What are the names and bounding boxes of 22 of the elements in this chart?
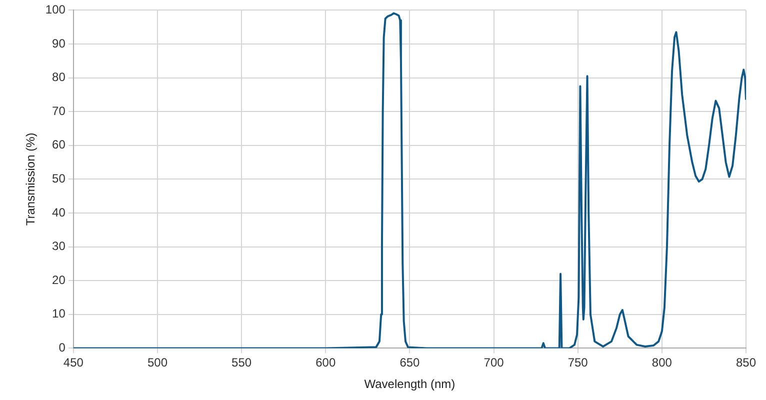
y-tick-label: 80 xyxy=(52,70,66,84)
y-tick-label: 20 xyxy=(52,272,66,287)
x-tick-label: 850 xyxy=(736,356,756,370)
x-tick-label: 750 xyxy=(568,356,588,370)
y-tick-label: 50 xyxy=(52,172,66,186)
y-axis-title: Transmission (%) xyxy=(24,132,38,226)
y-tick-label: 30 xyxy=(52,239,66,254)
x-tick-label: 500 xyxy=(147,356,168,370)
y-tick-label: 90 xyxy=(52,36,66,50)
y-tick-label: 100 xyxy=(45,2,66,17)
x-tick-label: 550 xyxy=(232,356,252,370)
x-tick-label: 700 xyxy=(484,356,504,370)
x-tick-label: 600 xyxy=(316,356,336,370)
y-tick-label: 0 xyxy=(58,340,66,355)
y-tick-label: 10 xyxy=(52,306,66,321)
y-tick-label: 60 xyxy=(52,138,66,152)
x-axis-title: Wavelength (nm) xyxy=(364,377,456,392)
x-tick-label: 800 xyxy=(652,356,672,370)
x-tick-label: 450 xyxy=(63,356,84,370)
y-tick-label: 70 xyxy=(52,104,66,118)
y-tick-label: 40 xyxy=(52,205,66,220)
x-tick-label: 650 xyxy=(400,356,420,370)
